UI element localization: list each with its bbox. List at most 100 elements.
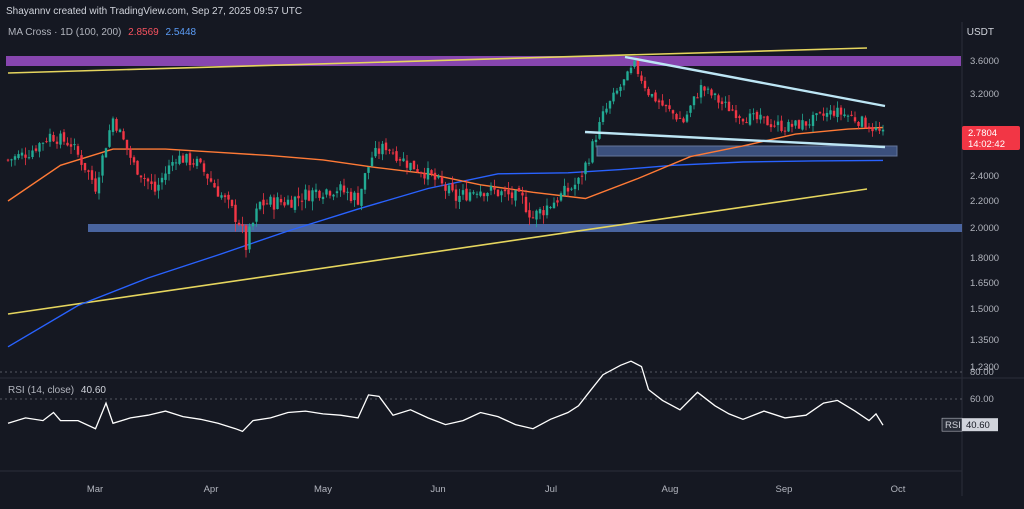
candle-body <box>640 75 643 81</box>
candle-body <box>206 173 209 179</box>
candle-body <box>363 173 367 190</box>
candle-body <box>559 193 563 201</box>
candle-body <box>171 161 174 166</box>
candle-body <box>20 152 24 156</box>
candle-body <box>80 155 83 165</box>
candle-body <box>164 173 167 180</box>
candle-body <box>643 80 647 89</box>
candle-body <box>409 162 412 170</box>
candle-body <box>570 188 573 190</box>
candle-body <box>699 85 703 98</box>
candle-body <box>447 185 451 194</box>
candle-body <box>423 173 426 179</box>
candle-body <box>818 112 822 114</box>
y-tick-label: 2.2000 <box>970 196 999 207</box>
candle-body <box>311 190 314 202</box>
candle-body <box>304 189 307 200</box>
candle-body <box>388 149 391 151</box>
candle-body <box>69 144 73 147</box>
candle-body <box>867 126 871 129</box>
candle-body <box>381 143 384 155</box>
y-tick-label: 3.6000 <box>970 56 999 67</box>
candle-body <box>580 175 584 177</box>
candle-body <box>605 108 608 113</box>
candle-body <box>801 120 804 130</box>
x-tick-label: Sep <box>776 484 793 495</box>
candle-body <box>682 118 685 123</box>
candle-body <box>90 170 94 180</box>
candle-body <box>125 139 129 150</box>
resistance-zone <box>6 56 961 66</box>
candle-body <box>773 125 776 127</box>
candle-body <box>262 199 265 206</box>
candle-body <box>472 192 475 194</box>
candle-body <box>356 192 360 205</box>
candle-body <box>689 105 692 113</box>
y-tick-label: 1.3500 <box>970 335 999 346</box>
candle-body <box>594 139 598 143</box>
candle-body <box>395 151 398 161</box>
candle-body <box>748 113 752 125</box>
candle-body <box>181 155 185 163</box>
candle-body <box>825 112 829 117</box>
candle-body <box>846 115 850 117</box>
candles <box>6 57 885 258</box>
candle-body <box>402 158 405 162</box>
candle-body <box>486 192 489 197</box>
candle-body <box>521 192 524 196</box>
candle-body <box>668 105 671 110</box>
rsi-tick-label: 80.00 <box>970 367 994 378</box>
price-badge-countdown: 14:02:42 <box>968 139 1005 150</box>
candle-body <box>454 189 458 201</box>
candle-body <box>10 159 13 161</box>
candle-body <box>230 200 234 206</box>
candle-body <box>703 86 706 91</box>
candle-body <box>209 178 213 182</box>
candle-body <box>878 128 881 131</box>
candle-body <box>13 156 17 160</box>
candle-body <box>797 120 801 129</box>
candle-body <box>339 184 342 191</box>
y-tick-label: 1.6500 <box>970 278 999 289</box>
candle-body <box>766 116 769 126</box>
candle-body <box>724 101 727 103</box>
candle-body <box>17 154 20 159</box>
candle-body <box>542 210 545 216</box>
y-tick-label: 1.2300 <box>970 362 999 373</box>
candle-body <box>27 157 31 159</box>
candle-body <box>734 110 738 118</box>
candle-body <box>780 120 783 131</box>
candle-body <box>857 121 860 126</box>
x-tick-label: Apr <box>204 484 219 495</box>
candle-body <box>227 194 230 200</box>
candle-body <box>493 187 496 190</box>
candle-body <box>143 177 146 179</box>
ma-cross-legend[interactable]: MA Cross · 1D (100, 200) 2.8569 2.5448 <box>8 27 196 38</box>
candle-body <box>430 170 433 174</box>
rsi-legend[interactable]: RSI (14, close) 40.60 <box>8 385 106 396</box>
candle-body <box>496 189 500 197</box>
candle-body <box>62 132 66 142</box>
candle-body <box>633 60 636 67</box>
candle-body <box>839 107 843 115</box>
price-badge-value: 2.7804 <box>968 128 997 139</box>
price-badge-bg <box>962 126 1020 150</box>
rsi-value: 40.60 <box>80 385 106 396</box>
rsi-tick-label: 60.00 <box>970 394 994 405</box>
candle-body <box>38 143 41 152</box>
rsi-label: RSI (14, close) <box>8 385 75 396</box>
x-tick-label: Oct <box>891 484 906 495</box>
candle-body <box>545 205 549 216</box>
candle-body <box>577 177 580 184</box>
candle-body <box>367 167 370 173</box>
candle-body <box>657 100 661 103</box>
candle-body <box>412 160 416 170</box>
candle-body <box>685 114 689 122</box>
candle-body <box>251 223 255 227</box>
candle-body <box>661 100 664 106</box>
candle-body <box>48 133 52 142</box>
candle-body <box>335 191 339 194</box>
candle-body <box>346 191 349 193</box>
ma100-line <box>7 126 884 202</box>
